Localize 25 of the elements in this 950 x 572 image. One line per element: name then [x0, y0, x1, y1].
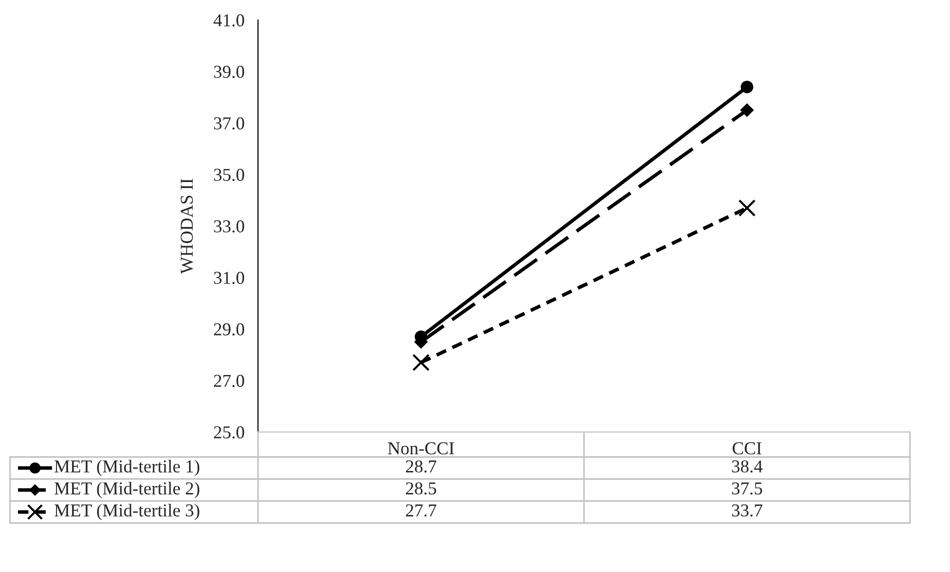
- y-tick-label: 35.0: [214, 168, 244, 182]
- data-label: 33.7: [732, 504, 762, 517]
- data-label: 28.5: [406, 482, 436, 495]
- y-tick-label: 33.0: [214, 220, 244, 233]
- y-tick-label: 41.0: [214, 14, 244, 27]
- data-label: 28.7: [406, 460, 436, 473]
- data-label: 27.7: [406, 504, 436, 517]
- y-tick-label: 29.0: [214, 323, 244, 336]
- legend-label: MET (Mid-tertile 2): [54, 482, 200, 498]
- y-tick-label: 39.0: [214, 66, 244, 78]
- point: [412, 354, 430, 372]
- data-label: 38.4: [732, 460, 763, 473]
- y-tick-label: 27.0: [214, 374, 244, 388]
- legend-label: MET (Mid-tertile 3): [54, 504, 200, 520]
- point: [740, 103, 754, 117]
- legend-label: MET (Mid-tertile 1): [54, 460, 200, 476]
- point: [740, 80, 754, 94]
- data-label: 37.5: [732, 482, 762, 495]
- x-tick-label: Non-CCI: [388, 442, 454, 454]
- y-tick-label: 25.0: [214, 426, 244, 439]
- y-tick-label: 37.0: [214, 117, 244, 130]
- point: [738, 199, 756, 217]
- y-axis-title: WHODAS II: [180, 178, 193, 274]
- y-tick-label: 31.0: [214, 272, 244, 284]
- x-tick-label: CCI: [732, 442, 762, 454]
